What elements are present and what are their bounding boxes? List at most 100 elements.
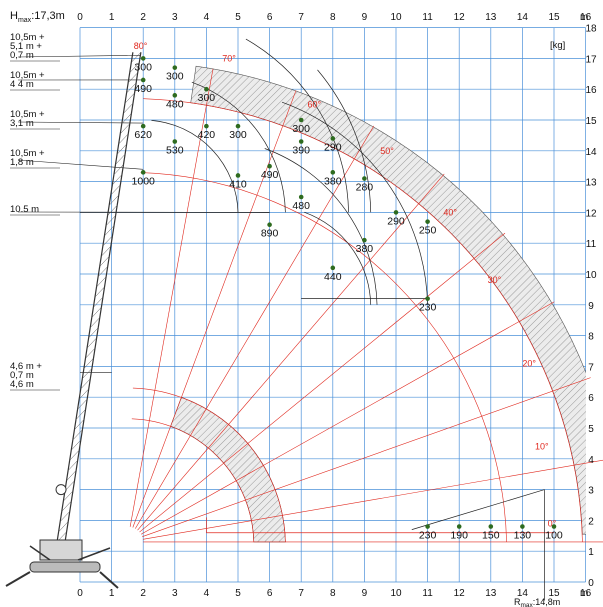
angle-label: 10° [535,442,549,452]
boom-strut [72,429,83,441]
x-tick-top: 6 [267,12,273,23]
angle-label: 40° [443,207,457,217]
boom-strut [105,215,116,226]
x-tick-bottom: 16 [580,588,592,599]
boom-strut [97,266,108,277]
load-point [425,524,430,529]
angle-lines [129,68,603,543]
angle-line [142,459,603,540]
boom-strut [83,358,94,369]
boom-strut [63,490,74,502]
load-point [172,139,178,144]
boom-strut [102,235,113,247]
rmax-label: Rmax:14,8m [514,597,560,607]
boom-strut [121,113,132,124]
boom-strut [94,286,105,298]
boom-strut [80,378,91,390]
boom-strut [115,154,126,165]
load-point [235,173,241,178]
y-tick: 5 [588,424,594,435]
boom-strut [67,460,78,471]
crane-leg [5,571,31,587]
boom-strut [64,480,75,492]
crane-leg [77,547,111,561]
load-value: 530 [166,145,184,157]
leader-line [17,121,144,124]
boom-strut [75,409,86,420]
boom-strut [90,317,100,328]
load-value: 300 [229,129,247,141]
boom-config-label: 10,5m +3,1 m [10,109,45,129]
angle-label: 30° [488,275,502,285]
boom-strut [60,511,70,522]
load-value: 490 [134,83,152,95]
boom-config-labels: 10,5m +5,1 m +0,7 m 10,5m +4 4 m 10,5m +3,… [10,32,60,391]
boom-strut [131,52,142,63]
ref-line [411,489,545,530]
load-curve [264,148,378,305]
angle-arc [132,387,286,542]
boom-strut [74,419,85,430]
x-tick-top: 4 [204,12,210,23]
load-point [298,194,304,200]
load-value: 380 [324,175,342,187]
load-value: 280 [356,182,374,194]
load-point [362,176,367,181]
load-point [551,524,557,529]
load-arcs [17,38,545,601]
x-tick-top: 0 [77,12,83,23]
x-tick-top: 16 [580,12,592,23]
x-tick-bottom: 15 [548,588,560,599]
load-value: 300 [166,71,184,83]
boom-strut [124,92,135,104]
boom-strut [126,82,137,94]
x-tick-bottom: 9 [362,588,368,599]
x-tick-bottom: 6 [267,588,273,599]
load-point [520,524,525,529]
load-point [140,56,146,61]
angle-arc [143,98,583,542]
boom-strut [108,194,119,206]
load-curve [191,81,286,213]
angle-label: 60° [308,100,322,110]
y-tick: 17 [585,54,597,65]
y-tick: 4 [588,455,594,466]
x-tick-top: 15 [548,12,560,23]
x-tick-bottom: 14 [517,588,529,599]
y-tick: 10 [585,270,597,281]
boom-strut [88,327,99,339]
boom-strut [107,205,118,216]
y-tick: 16 [585,85,597,96]
boom-strut [112,174,123,186]
load-value: 290 [324,141,342,153]
angle-line [139,232,506,533]
load-value: 230 [419,530,437,542]
boom-strut [93,296,104,308]
y-tick: 12 [585,208,597,219]
x-tick-bottom: 1 [109,588,115,599]
x-tick-bottom: 2 [140,588,146,599]
load-curve [245,38,349,213]
boom-strut [99,256,110,267]
angle-label: 50° [380,146,394,156]
load-value: 480 [292,200,310,212]
load-point [425,219,430,224]
x-tick-top: 1 [109,12,115,23]
load-value: 290 [387,215,405,227]
load-value: 230 [419,302,437,314]
load-curve [304,211,372,305]
load-value: 390 [292,145,310,157]
angle-line [140,301,555,535]
y-tick: 7 [588,362,594,373]
boom-strut [120,123,131,135]
y-tick: 11 [586,239,597,250]
load-curve [151,120,239,213]
y-tick: 6 [588,393,594,404]
load-point [362,237,367,243]
leader-line [17,55,141,58]
boom-strut [71,439,82,451]
crane-base-icon [5,539,119,589]
load-value: 300 [198,92,216,104]
x-tick-top: 9 [362,12,368,23]
